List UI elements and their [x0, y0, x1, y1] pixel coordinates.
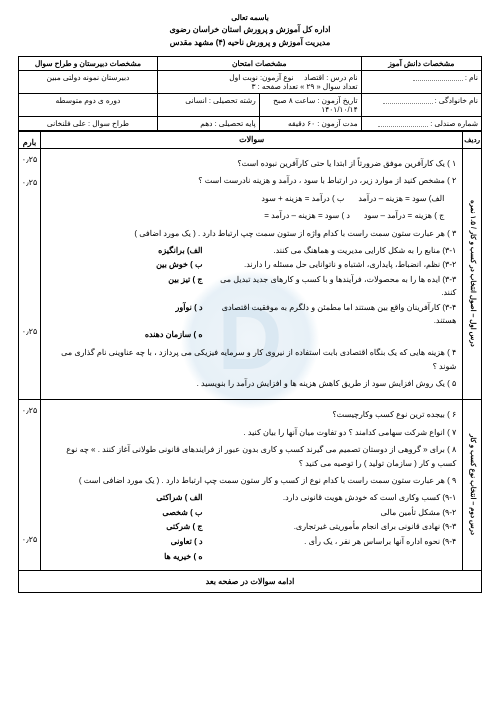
- duration-label: مدت آزمون :: [317, 119, 357, 128]
- q4: ۴ ) هزینه هایی که یک بنگاه اقتصادی بابت …: [47, 346, 456, 373]
- q9-l1: الف ) شراکتی: [47, 492, 203, 505]
- designer-value: علی فلنخانی: [47, 119, 86, 128]
- page-header: باسمه تعالی اداره کل آموزش و پرورش استان…: [18, 12, 482, 50]
- lesson1-questions: ۱ ) یک کارآفرین موفق ضرورتاً از ابتدا یا…: [41, 148, 463, 399]
- date-label: تاریخ آزمون :: [317, 96, 357, 105]
- family-label: نام خانوادگی :: [435, 96, 478, 105]
- q9-l3: ج ) شرکتی: [47, 521, 203, 534]
- q5: ۵ ) یک روش افزایش سود از طریق کاهش هزینه…: [47, 377, 456, 391]
- lesson2-questions: ۶ ) بیجده ترین نوع کسب وکارچیست؟ ۷ ) انو…: [41, 399, 463, 570]
- q9-l2: ب ) شخصی: [47, 507, 203, 520]
- seat-cell: شماره صندلی :: [361, 116, 481, 130]
- period-cell: دوره ی دوم متوسطه: [19, 93, 158, 116]
- q2-opt-d: د ) سود = هزینه – درآمد =: [264, 209, 350, 223]
- seat-label: شماره صندلی :: [430, 119, 478, 128]
- grade-cell: پایه تحصیلی : دهم: [157, 116, 259, 130]
- date-value: ساعت ۸ صبح: [273, 96, 315, 105]
- lesson2-scores: ۰٫۲۵ ۰٫۲۵: [19, 399, 41, 570]
- q9-match: ۹-۱) کسب وکاری است که خودش هویت قانونی د…: [47, 492, 456, 564]
- subject-value: اقتصاد: [304, 73, 324, 82]
- student-info-title: مشخصات دانش آموز: [361, 56, 481, 70]
- q3-r3: ۳-۳) ایده ها را به محصولات، فرآیندها و ب…: [211, 274, 457, 300]
- q3-r5: [211, 329, 457, 342]
- q6: ۶ ) بیجده ترین نوع کسب وکارچیست؟: [47, 408, 456, 422]
- q9-r2: ۹-۲) مشکل تأمین مالی: [211, 507, 457, 520]
- q3-r4: ۳-۴) کارآفرینان واقع بین هستند اما مطمئن…: [211, 302, 457, 328]
- pages-label: » تعداد صفحه :: [258, 82, 305, 91]
- score-q1: ۰٫۲۵: [19, 155, 40, 164]
- header-line3: مدیریت آموزش و پرورش ناحیه (۴) مشهد مقدس: [18, 37, 482, 50]
- q8: ۸ ) برای « گروهی از دوستان تصمیم می گیرن…: [47, 443, 456, 470]
- examtype-value: نوبت اول: [229, 73, 258, 82]
- field-label: رشته تحصیلی :: [209, 96, 256, 105]
- q3-l5: ه ) سازمان دهنده: [47, 329, 203, 342]
- grade-label: پایه تحصیلی :: [215, 119, 256, 128]
- lesson1-scores: ۰٫۲۵ ۰٫۲۵ ۰٫۲۵: [19, 148, 41, 399]
- duration-value: ۶٠ دقیقه: [288, 119, 315, 128]
- q3-l1: الف) برانگیزه: [47, 245, 203, 258]
- school-info-title: مشخصات دبیرستان و طراح سوال: [19, 56, 158, 70]
- q9-r3: ۹-۳) نهادی قانونی برای انجام مأموریتی غی…: [211, 521, 457, 534]
- exam-info-title: مشخصات امتحان: [157, 56, 361, 70]
- header-line1: باسمه تعالی: [18, 12, 482, 24]
- header-line2: اداره کل آموزش و پرورش استان خراسان رضوی: [18, 24, 482, 37]
- q3-l4: د ) نوآور: [47, 302, 203, 328]
- designer-label: طراح سوال :: [88, 119, 129, 128]
- examtype-label: نوع آزمون:: [260, 73, 294, 82]
- q2-opt-c: ج ) هزینه = درآمد – سود: [364, 209, 444, 223]
- q3-l3: ج ) تیز بین: [47, 274, 203, 300]
- q2-opt-a: الف) سود = هزینه – درآمد: [358, 192, 444, 206]
- subject-cell: نام درس : اقتصاد نوع آزمون: نوبت اول تعد…: [157, 70, 361, 93]
- name-label: نام :: [465, 73, 478, 82]
- score-q5: ۰٫۲۵: [19, 327, 40, 336]
- score-q9: ۰٫۲۵: [19, 535, 40, 544]
- q3-l2: ب ) خوش بین: [47, 259, 203, 272]
- lesson1-side: درس اول – اصول انتخاب در کسب و کار / ۱.۵…: [463, 148, 482, 399]
- student-name-cell: نام :: [361, 70, 481, 93]
- questions-table: ردیف سوالات بارم درس اول – اصول انتخاب د…: [18, 131, 482, 593]
- designer-cell: طراح سوال : علی فلنخانی: [19, 116, 158, 130]
- footer-note: ادامه سوالات در صفحه بعد: [19, 570, 482, 592]
- score-header: بارم: [19, 131, 41, 148]
- q9-r1: ۹-۱) کسب وکاری است که خودش هویت قانونی د…: [211, 492, 457, 505]
- subject-label: نام درس :: [326, 73, 357, 82]
- field-value: انسانی: [185, 96, 207, 105]
- qcount-label: تعداد سوال «: [317, 82, 358, 91]
- q9-r5: [211, 551, 457, 564]
- q7: ۷ ) انواع شرکت سهامی کدامند ؟ دو تفاوت م…: [47, 426, 456, 440]
- q3: ۳ ) هر عبارت ستون سمت راست با کدام واژه …: [47, 227, 456, 241]
- q3-r2: ۳-۲) نظم، انضباط، پایداری، اشتباه و ناتو…: [211, 259, 457, 272]
- q1: ۱ ) یک کارآفرین موفق ضرورتاً از ابتدا یا…: [47, 157, 456, 171]
- info-table: مشخصات دانش آموز مشخصات امتحان مشخصات دب…: [18, 56, 482, 131]
- q9: ۹ ) هر عبارت ستون سمت راست با کدام نوع ا…: [47, 474, 456, 488]
- field-cell: رشته تحصیلی : انسانی: [157, 93, 259, 116]
- q9-l4: د ) تعاونی: [47, 536, 203, 549]
- grade-value: دهم: [200, 119, 212, 128]
- qcount-value: ۲۹: [306, 82, 314, 91]
- date2-value: ۱۴۰۱/۱۰/۱۴: [321, 105, 357, 114]
- duration-cell: مدت آزمون : ۶٠ دقیقه: [259, 116, 361, 130]
- questions-header: سوالات: [41, 131, 463, 148]
- q3-match: ۳-۱) منابع را به شکل کارایی مدیریت و هما…: [47, 245, 456, 343]
- q2: ۲ ) مشخص کنید از موارد زیر، در ارتباط با…: [47, 174, 456, 188]
- row-label: ردیف: [463, 131, 482, 148]
- q9-l5: ه ) خیریه ها: [47, 551, 203, 564]
- q3-r1: ۳-۱) منابع را به شکل کارایی مدیریت و هما…: [211, 245, 457, 258]
- school-name: دبیرستان نمونه دولتی مبین: [19, 70, 158, 93]
- pages-value: ۳: [252, 82, 256, 91]
- date-cell: تاریخ آزمون : ساعت ۸ صبح ۱۴۰۱/۱۰/۱۴: [259, 93, 361, 116]
- q9-r4: ۹-۴) نحوه اداره آنها براساس هر نفر ، یک …: [211, 536, 457, 549]
- family-cell: نام خانوادگی :: [361, 93, 481, 116]
- q2-opt-b: ب ) درآمد = هزینه + سود: [261, 192, 344, 206]
- score-q6: ۰٫۲۵: [19, 406, 40, 415]
- score-q2: ۰٫۲۵: [19, 178, 40, 187]
- lesson2-side: درس دوم – انتخاب نوع کسب و کار: [463, 399, 482, 570]
